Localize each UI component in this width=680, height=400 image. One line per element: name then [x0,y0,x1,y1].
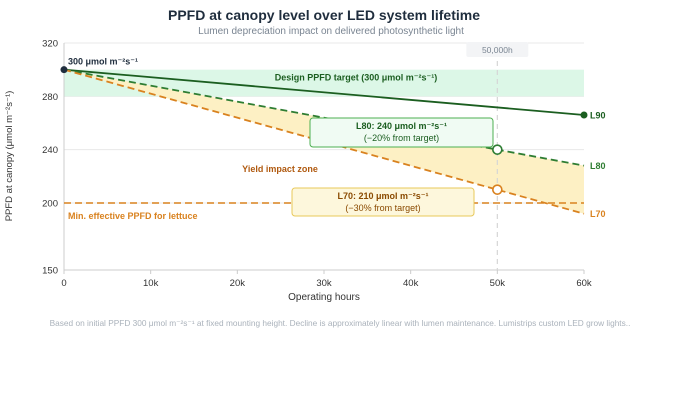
chart-subtitle: Lumen depreciation impact on delivered p… [198,26,464,37]
reference-label: 50,000h [482,45,513,55]
callout-point-l80 [492,144,503,155]
series-label-l90: L90 [590,111,606,121]
callout-box [309,117,494,148]
callout-box [291,187,475,217]
reference-label-bg [466,42,529,57]
y-tick-label: 150 [42,266,58,277]
x-tick-label: 40k [403,278,419,289]
threshold-label: Min. effective PPFD for lettuce [68,211,198,221]
axis-break [60,220,70,229]
start-point-marker [60,66,68,74]
x-tick-label: 30k [316,278,332,289]
y-tick-label: 320 [42,39,58,50]
zone-label: Yield impact zone [242,164,318,174]
y-tick-label: 200 [42,199,58,210]
series-end-marker-l90 [580,111,588,119]
start-point-label: 300 μmol m⁻²s⁻¹ [68,57,138,67]
callout-title: L80: 240 μmol m⁻²s⁻¹ [356,121,447,131]
y-tick-label: 280 [42,92,58,103]
footnote: Based on initial PPFD 300 μmol m⁻²s⁻¹ at… [50,318,631,328]
series-label-l80: L80 [590,161,606,171]
y-tick-label: 240 [42,145,58,156]
callout-subtitle: (−30% from target) [345,203,420,213]
callout-title: L70: 210 μmol m⁻²s⁻¹ [337,191,428,201]
callout-l70: L70: 210 μmol m⁻²s⁻¹ (−30% from target) [291,187,475,217]
callout-subtitle: (−20% from target) [364,133,439,143]
x-tick-label: 10k [143,278,159,289]
chart-title: PPFD at canopy level over LED system lif… [168,7,480,23]
x-tick-label: 60k [576,278,592,289]
series-line-l90 [63,68,585,116]
x-tick-label: 0 [61,278,66,289]
x-tick-label: 50k [490,278,506,289]
y-axis-label: PPFD at canopy (μmol m⁻²s⁻¹) [4,91,15,222]
callout-l80: L80: 240 μmol m⁻²s⁻¹ (−20% from target) [309,117,494,148]
plot-area: 150 200 240 280 320 0 10k 20k 30k 40k 50k 60k 50,000… [42,39,605,290]
x-axis-label: Operating hours [288,292,360,303]
callout-point-l70 [492,184,503,195]
series-label-l70: L70 [590,209,606,219]
target-band-label: Design PPFD target (300 μmol m⁻²s⁻¹) [275,73,438,83]
x-tick-label: 20k [230,278,246,289]
